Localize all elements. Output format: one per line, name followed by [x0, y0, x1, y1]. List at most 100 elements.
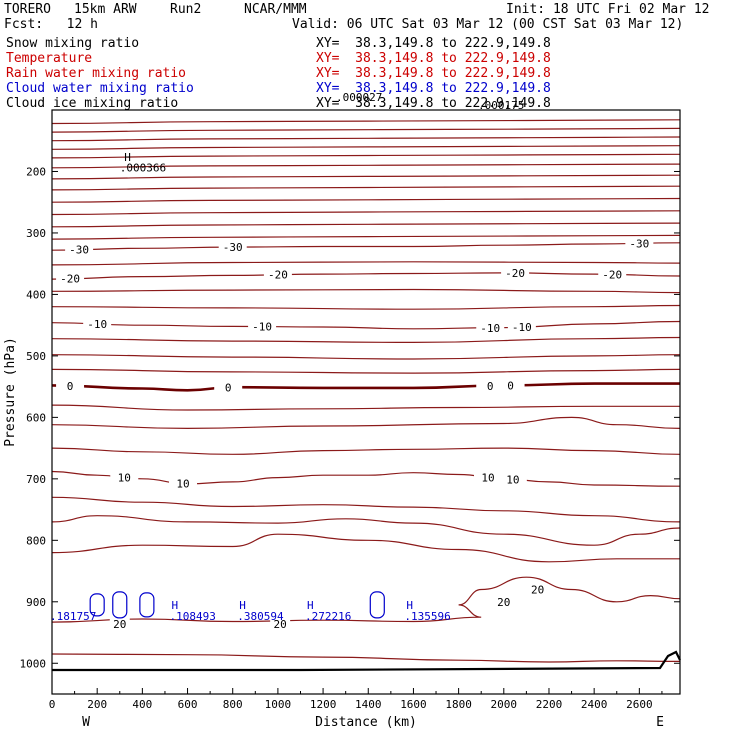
snow-high-marker: H: [124, 151, 131, 164]
isotherm--20: [51, 272, 681, 280]
contour-label: 20: [113, 618, 126, 631]
x-tick-label: 1600: [400, 698, 427, 711]
contour-label: -30: [223, 241, 243, 254]
contour-label: 0: [225, 382, 232, 395]
legend-field-4: Cloud ice mixing ratio: [6, 96, 179, 111]
contour-label-bg: [501, 267, 530, 280]
contour-label: -20: [268, 269, 288, 282]
x-tick-label: 2600: [626, 698, 653, 711]
contour-label-bg: [214, 381, 243, 394]
contour-label: -30: [69, 244, 89, 257]
contour-label: 20: [497, 596, 510, 609]
contour-label-bg: [598, 268, 627, 281]
contour-label-bg: [496, 379, 525, 392]
cloud-water-high-marker: H: [239, 599, 246, 612]
y-tick-label: 1000: [20, 657, 47, 670]
overlap-label-a: .000027: [336, 91, 383, 104]
contour-label: 0: [67, 380, 74, 393]
contour-label: 10: [506, 473, 519, 486]
x-tick-label: 1200: [310, 698, 337, 711]
isotherm: [51, 515, 681, 546]
contour-label: 0: [507, 379, 514, 392]
contour-label-bg: [498, 473, 527, 486]
contour-label-bg: [218, 241, 247, 254]
x-tick-label: 0: [49, 698, 56, 711]
y-axis-label: Pressure (hPa): [3, 337, 18, 447]
contour-label: 20: [531, 583, 544, 596]
cloud-water-contour: [369, 591, 385, 619]
contour-label-bg: [56, 272, 85, 285]
forecast-hour: Fcst: 12 h: [4, 17, 98, 32]
isotherm: [51, 653, 681, 663]
contour-label-bg: [169, 477, 198, 490]
x-tick-label: 200: [87, 698, 107, 711]
isotherm: [51, 368, 681, 374]
isotherm: [51, 261, 681, 266]
isotherm--10: [51, 320, 681, 330]
isotherm: [51, 496, 681, 523]
overlap-label-b: .000175: [478, 99, 525, 112]
upper-isotherm: [51, 185, 681, 191]
y-tick-label: 600: [26, 411, 46, 424]
legend-xy-2: XY= 38.3,149.8 to 222.9,149.8: [316, 66, 551, 81]
x-tick-label: 800: [223, 698, 243, 711]
upper-isotherm: [51, 174, 681, 180]
x-tick-label: 600: [178, 698, 198, 711]
y-tick-label: 700: [26, 473, 46, 486]
contour-label: -30: [629, 237, 649, 250]
contour-label-bg: [109, 617, 130, 630]
east-label: E: [656, 715, 664, 730]
cloud-water-high-marker: H: [171, 599, 178, 612]
contour-label: -20: [505, 267, 525, 280]
cloud-water-high-marker: H: [307, 599, 314, 612]
isotherm: [51, 354, 681, 360]
x-axis-label: Distance (km): [315, 715, 417, 730]
contour-label: 10: [176, 477, 189, 490]
legend-xy-3: XY= 38.3,149.8 to 222.9,149.8: [316, 81, 551, 96]
contour-label: 20: [274, 618, 287, 631]
cloud-water-high-marker: H: [406, 599, 413, 612]
upper-isotherm: [51, 197, 681, 203]
cloud-water-contour: [89, 593, 105, 617]
contour-label-bg: [270, 617, 291, 630]
valid-time: Valid: 06 UTC Sat 03 Mar 12 (00 CST Sat …: [292, 17, 684, 32]
contour-label: -10: [512, 321, 532, 334]
x-tick-label: 2200: [536, 698, 563, 711]
upper-isotherm: [51, 163, 681, 169]
contour-label-bg: [507, 320, 536, 333]
contour-label-bg: [110, 471, 139, 484]
upper-isotherm: [51, 119, 681, 125]
model-name: TORERO: [4, 2, 51, 17]
west-label: W: [82, 715, 90, 730]
legend-xy-1: XY= 38.3,149.8 to 222.9,149.8: [316, 51, 551, 66]
contour-label-bg: [493, 595, 514, 608]
upper-isotherm: [51, 145, 681, 150]
legend-xy-4: XY= 38.3,149.8 to 222.9,149.8: [316, 96, 551, 111]
isotherm: [51, 447, 681, 455]
contour-label: 10: [481, 471, 494, 484]
upper-isotherm: [51, 210, 681, 216]
cloud-water-contour: [139, 592, 155, 618]
x-tick-label: 2000: [491, 698, 518, 711]
y-tick-label: 200: [26, 165, 46, 178]
isotherm: [51, 404, 680, 411]
contour-label: -10: [252, 321, 272, 334]
upper-isotherm: [51, 136, 681, 142]
legend-field-3: Cloud water mixing ratio: [6, 81, 194, 96]
legend-field-0: Snow mixing ratio: [6, 36, 140, 51]
contour-label-bg: [527, 583, 548, 596]
x-tick-label: 400: [132, 698, 152, 711]
y-tick-label: 500: [26, 350, 46, 363]
isotherm-10: [51, 470, 681, 487]
x-tick-label: 2400: [581, 698, 608, 711]
contour-label-bg: [625, 237, 654, 250]
organization: NCAR/MMM: [244, 2, 307, 17]
contour-label: 0: [487, 380, 494, 393]
x-tick-label: 1000: [265, 698, 292, 711]
cloud-water-max-value: .135596: [404, 610, 450, 623]
upper-isotherm: [51, 234, 681, 240]
contour-label-bg: [263, 268, 292, 281]
y-tick-label: 900: [26, 596, 46, 609]
contour-label-bg: [83, 317, 112, 330]
contour-label-bg: [56, 380, 85, 393]
